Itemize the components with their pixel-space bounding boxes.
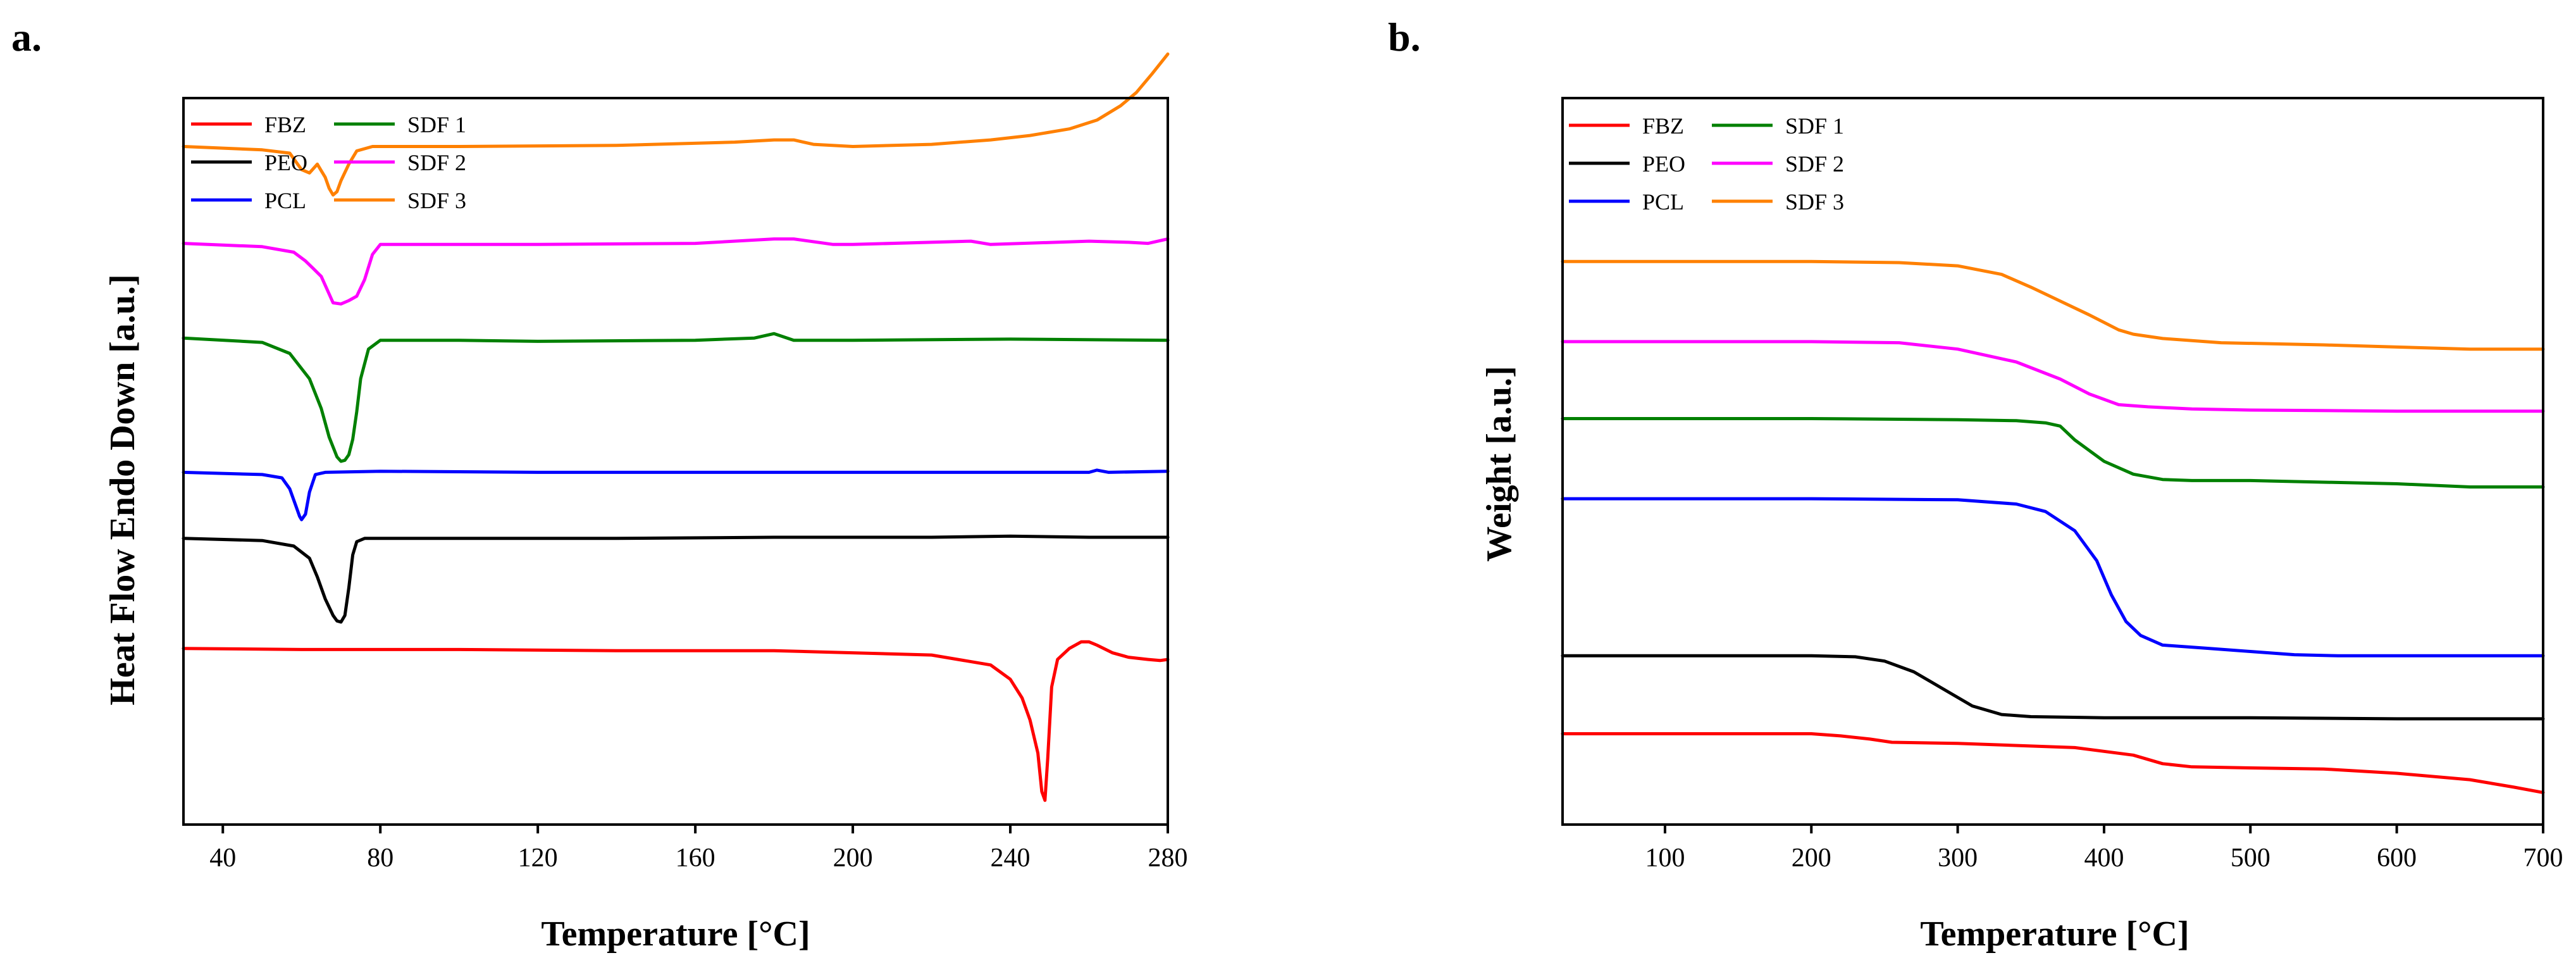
series-line-a-peo <box>182 534 1170 624</box>
x-tick-label-b-500: 500 <box>2231 844 2270 873</box>
series-line-b-sdf1 <box>1561 417 2545 489</box>
x-tick-label-a-40: 40 <box>209 844 236 873</box>
x-tick-label-a-160: 160 <box>676 844 715 873</box>
panel-a-legend: FBZ PEO PCL SDF 1 SDF 2 SDF 3 <box>191 112 466 213</box>
x-tick-label-b-600: 600 <box>2377 844 2417 873</box>
x-tick-label-b-100: 100 <box>1645 844 1685 873</box>
series-line-b-pcl <box>1561 497 2545 657</box>
panel-a-label: a. <box>11 15 42 59</box>
x-tick-label-a-80: 80 <box>367 844 393 873</box>
series-line-a-fbz <box>182 640 1170 802</box>
panel-b-x-ticks: 100 200 300 400 500 600 700 <box>1645 825 2563 873</box>
series-line-a-pcl <box>182 468 1170 521</box>
series-line-a-sdf2 <box>182 237 1170 306</box>
panel-b-label: b. <box>1388 15 1421 59</box>
panel-a-series-group <box>182 52 1170 802</box>
panel-a-plot-frame <box>182 97 1169 826</box>
panel-a: a. Heat Flow Endo Down [a.u.] Temperatur… <box>11 15 1188 954</box>
x-tick-label-a-200: 200 <box>833 844 873 873</box>
legend-label-b-fbz: FBZ <box>1642 113 1684 139</box>
x-tick-label-a-280: 280 <box>1148 844 1188 873</box>
legend-item-a-sdf1: SDF 1 <box>334 112 466 137</box>
panel-b-ylabel: Weight [a.u.] <box>1480 366 1519 562</box>
panel-a-x-ticks: 40 80 120 160 200 240 280 <box>209 825 1188 873</box>
legend-label-a-fbz: FBZ <box>264 112 306 137</box>
panel-b: b. Weight [a.u.] Temperature [°C] 100 200… <box>1388 15 2563 954</box>
legend-item-b-sdf3: SDF 3 <box>1712 189 1844 215</box>
legend-label-b-pcl: PCL <box>1642 189 1684 215</box>
x-tick-label-a-120: 120 <box>518 844 558 873</box>
x-tick-label-b-200: 200 <box>1792 844 1831 873</box>
panel-a-ylabel: Heat Flow Endo Down [a.u.] <box>103 274 142 705</box>
legend-label-a-sdf1: SDF 1 <box>407 112 466 137</box>
legend-item-b-fbz: FBZ <box>1569 113 1684 139</box>
legend-item-a-peo: PEO <box>191 150 307 175</box>
legend-item-b-peo: PEO <box>1569 151 1685 177</box>
legend-item-b-sdf1: SDF 1 <box>1712 113 1844 139</box>
legend-label-a-sdf2: SDF 2 <box>407 150 466 175</box>
series-line-a-sdf1 <box>182 332 1170 463</box>
panel-b-series-group <box>1561 259 2545 794</box>
x-tick-label-a-240: 240 <box>991 844 1031 873</box>
legend-item-a-fbz: FBZ <box>191 112 306 137</box>
panel-a-xlabel: Temperature [°C] <box>541 914 810 954</box>
series-line-b-sdf2 <box>1561 340 2545 413</box>
legend-label-a-pcl: PCL <box>264 188 306 213</box>
x-tick-label-b-700: 700 <box>2523 844 2563 873</box>
legend-item-a-sdf2: SDF 2 <box>334 150 466 175</box>
panel-b-legend: FBZ PEO PCL SDF 1 SDF 2 SDF 3 <box>1569 113 1844 215</box>
x-tick-label-b-400: 400 <box>2084 844 2124 873</box>
legend-label-a-sdf3: SDF 3 <box>407 188 466 213</box>
series-line-a-sdf3 <box>182 52 1170 197</box>
legend-label-b-peo: PEO <box>1642 151 1685 177</box>
series-line-b-sdf3 <box>1561 259 2545 351</box>
legend-item-b-pcl: PCL <box>1569 189 1684 215</box>
legend-item-a-pcl: PCL <box>191 188 306 213</box>
legend-label-a-peo: PEO <box>264 150 307 175</box>
legend-label-b-sdf3: SDF 3 <box>1785 189 1844 215</box>
panel-b-xlabel: Temperature [°C] <box>1920 914 2189 954</box>
x-tick-label-b-300: 300 <box>1938 844 1978 873</box>
panel-b-plot-frame <box>1561 97 2544 826</box>
legend-label-b-sdf2: SDF 2 <box>1785 151 1844 177</box>
legend-label-b-sdf1: SDF 1 <box>1785 113 1844 139</box>
legend-item-a-sdf3: SDF 3 <box>334 188 466 213</box>
series-line-b-peo <box>1561 654 2545 721</box>
series-line-b-fbz <box>1561 732 2545 794</box>
legend-item-b-sdf2: SDF 2 <box>1712 151 1844 177</box>
